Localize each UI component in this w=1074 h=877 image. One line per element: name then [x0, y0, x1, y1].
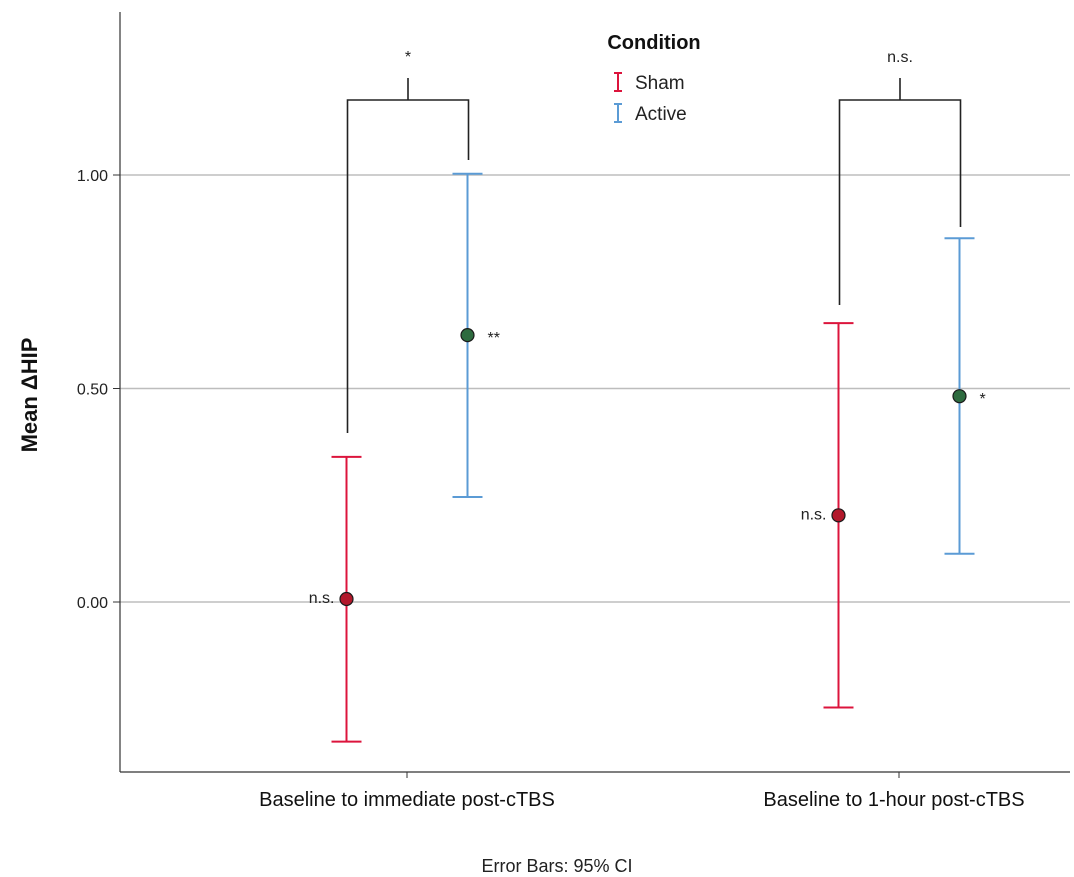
significance-label: n.s. — [801, 506, 827, 523]
comparison-label: * — [405, 49, 411, 66]
mean-point — [831, 508, 846, 523]
comparison-label: n.s. — [887, 49, 913, 66]
y-tick-labels: 0.00 0.50 1.00 — [77, 168, 108, 612]
significance-label: * — [980, 391, 986, 408]
category-label: Baseline to 1-hour post-cTBS — [763, 789, 1024, 811]
mean-points — [339, 328, 967, 607]
axes — [113, 12, 1070, 778]
significance-annotations: n.s.n.s.*** — [309, 330, 986, 607]
category-labels: Baseline to immediate post-cTBS Baseline … — [259, 789, 1024, 811]
y-axis-label: Mean ΔHIP — [17, 338, 42, 453]
footnote: Error Bars: 95% CI — [481, 856, 632, 876]
mean-point — [460, 328, 475, 343]
mean-point — [952, 389, 967, 404]
y-tick-label: 0.00 — [77, 595, 108, 612]
legend-label: Sham — [635, 73, 685, 94]
comparison-bracket — [838, 99, 962, 305]
comparison-brackets: * n.s. — [346, 49, 962, 433]
significance-label: ** — [488, 330, 500, 347]
legend-label: Active — [635, 104, 687, 125]
gridlines — [120, 174, 1070, 603]
y-tick-label: 1.00 — [77, 168, 108, 185]
error-bars — [331, 172, 975, 743]
y-tick-label: 0.50 — [77, 382, 108, 399]
category-label: Baseline to immediate post-cTBS — [259, 789, 555, 811]
comparison-bracket — [346, 99, 470, 433]
mean-point — [339, 591, 354, 607]
legend-title: Condition — [607, 32, 700, 54]
legend: Condition Sham Active — [607, 32, 700, 125]
significance-label: n.s. — [309, 590, 335, 607]
